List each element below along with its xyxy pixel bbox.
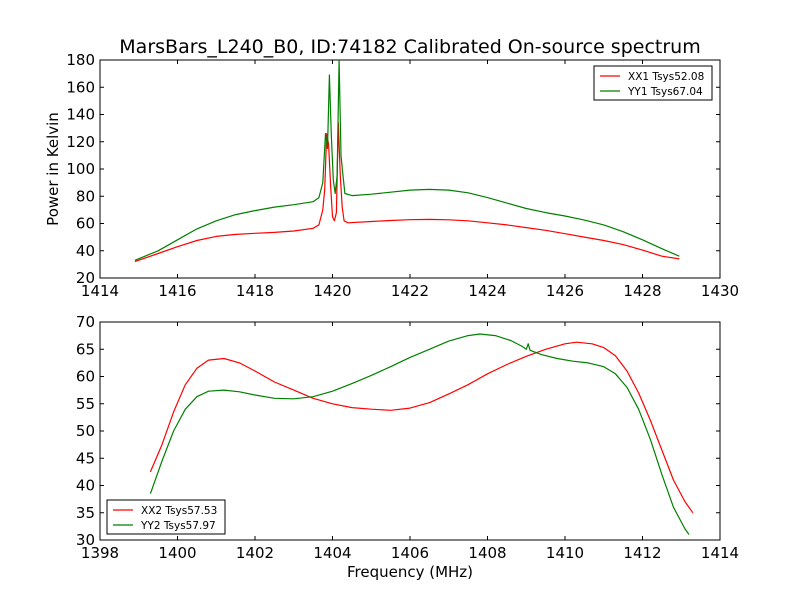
legend-label: XX1 Tsys52.08 <box>628 71 704 83</box>
x-axis-label: Frequency (MHz) <box>347 563 473 581</box>
x-tick-label: 1406 <box>391 544 429 562</box>
legend-box <box>593 65 713 101</box>
x-tick-label: 1428 <box>623 282 661 300</box>
y-tick-label: 160 <box>66 78 95 96</box>
y-tick-label: 80 <box>76 187 95 205</box>
x-tick-label: 1404 <box>313 544 351 562</box>
legend: XX1 Tsys52.08 YY1 Tsys67.04 <box>593 65 713 101</box>
series-line-1 <box>149 341 694 514</box>
bottom-panel: 1398 1400 1402 1404 1406 1408 1410 1412 1414 30 35… <box>76 313 739 562</box>
series-line-2 <box>134 60 680 261</box>
y-tick-label: 60 <box>76 368 95 386</box>
chart-title: MarsBars_L240_B0, ID:74182 Calibrated On… <box>119 36 700 58</box>
x-tick-label: 1410 <box>546 544 584 562</box>
x-tick-label: 1414 <box>701 544 739 562</box>
y-tick-label: 20 <box>76 269 95 287</box>
series-line-2 <box>149 333 690 535</box>
series-lines <box>149 333 694 535</box>
x-tick-label: 1422 <box>391 282 429 300</box>
y-tick-label: 40 <box>76 242 95 260</box>
y-tick-label: 120 <box>66 133 95 151</box>
y-tick-label: 65 <box>76 340 95 358</box>
x-tick-label: 1416 <box>158 282 196 300</box>
x-tick-label: 1408 <box>468 544 506 562</box>
x-tick-label: 1430 <box>701 282 739 300</box>
y-tick-label: 35 <box>76 504 95 522</box>
y-tick-label: 45 <box>76 449 95 467</box>
y-tick-label: 180 <box>66 51 95 69</box>
y-tick-label: 50 <box>76 422 95 440</box>
x-tick-label: 1398 <box>81 544 119 562</box>
x-tick-label: 1400 <box>158 544 196 562</box>
top-panel: 1414 1416 1418 1420 1422 1424 1426 1428 1430 20 40… <box>66 51 739 300</box>
y-tick-label: 60 <box>76 215 95 233</box>
x-tick-label: 1414 <box>81 282 119 300</box>
y-tick-label: 40 <box>76 477 95 495</box>
legend-box <box>106 499 226 535</box>
series-line-1 <box>134 122 680 263</box>
legend-label: YY2 Tsys57.97 <box>140 520 216 532</box>
series-lines <box>134 60 680 263</box>
y-tick-label: 100 <box>66 160 95 178</box>
y-tick-label: 140 <box>66 106 95 124</box>
x-tick-label: 1412 <box>623 544 661 562</box>
legend: XX2 Tsys57.53 YY2 Tsys57.97 <box>106 499 226 535</box>
legend-label: YY1 Tsys67.04 <box>627 86 703 98</box>
x-tick-label: 1402 <box>236 544 274 562</box>
legend-label: XX2 Tsys57.53 <box>141 505 217 517</box>
x-tick-label: 1426 <box>546 282 584 300</box>
x-tick-label: 1418 <box>236 282 274 300</box>
y-axis-label: Power in Kelvin <box>44 112 62 226</box>
y-tick-label: 30 <box>76 531 95 549</box>
y-tick-label: 55 <box>76 395 95 413</box>
y-tick-label: 70 <box>76 313 95 331</box>
x-tick-label: 1420 <box>313 282 351 300</box>
x-tick-label: 1424 <box>468 282 506 300</box>
